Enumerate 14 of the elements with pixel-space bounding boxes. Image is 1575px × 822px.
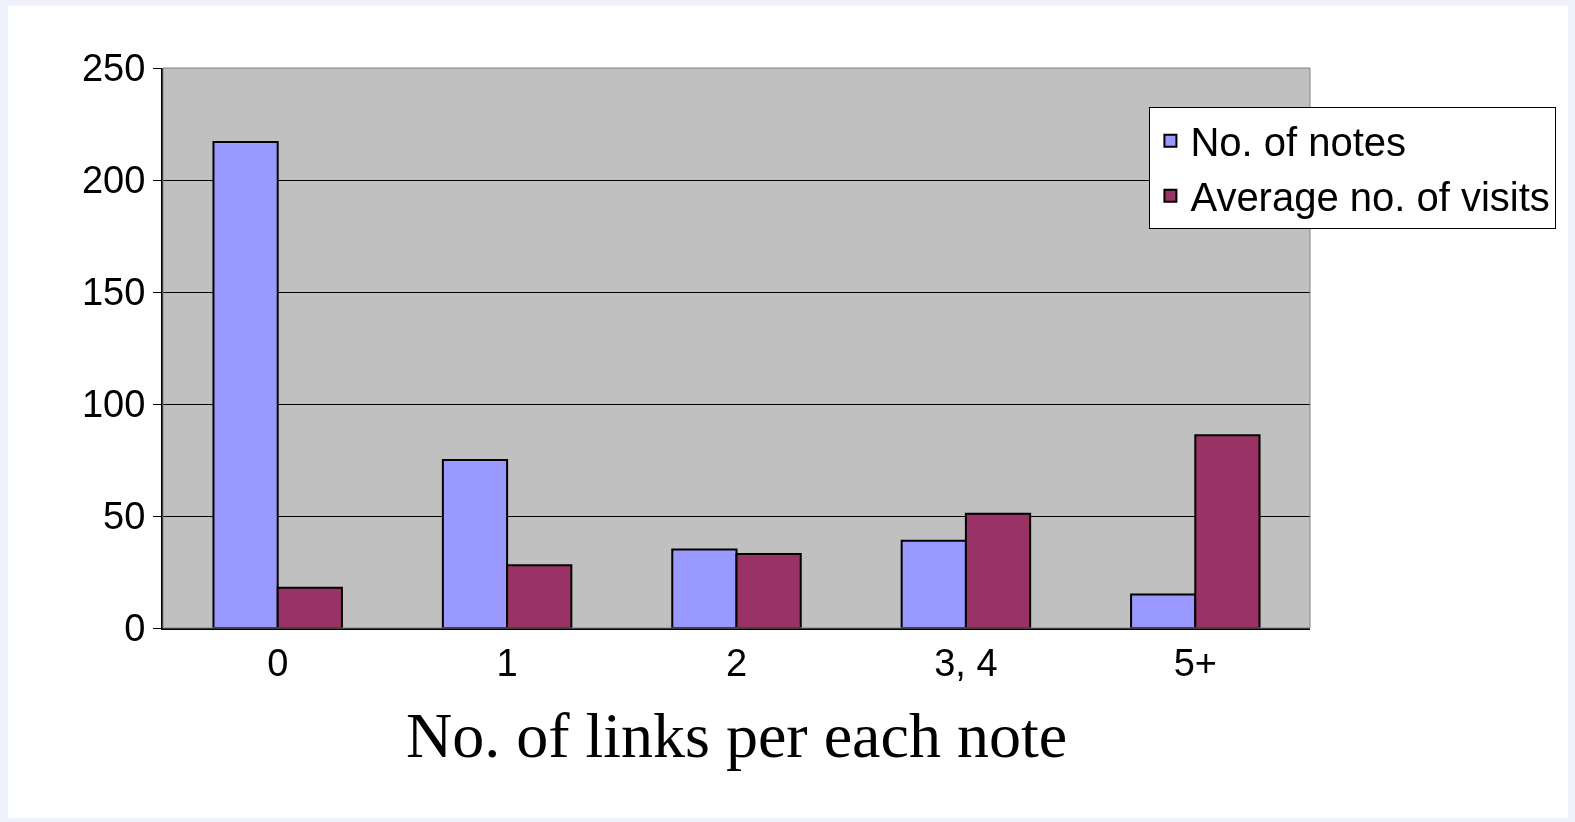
x-tick-label: 3, 4: [934, 641, 998, 684]
y-tick-label: 100: [81, 383, 146, 426]
legend-label: Average no. of visits: [1190, 175, 1550, 220]
y-tick-label: 0: [124, 607, 146, 650]
x-tick-label: 0: [267, 641, 289, 684]
legend-label: No. of notes: [1190, 120, 1407, 165]
y-tick-label: 200: [81, 159, 146, 202]
x-tick-label: 1: [496, 641, 518, 684]
x-axis-title: No. of links per each note: [405, 700, 1068, 772]
x-tick-label: 2: [725, 641, 748, 684]
y-tick-label: 150: [81, 271, 146, 314]
y-tick-label: 250: [81, 47, 146, 90]
x-tick-label: 5+: [1173, 641, 1217, 684]
y-tick-label: 50: [103, 495, 146, 538]
